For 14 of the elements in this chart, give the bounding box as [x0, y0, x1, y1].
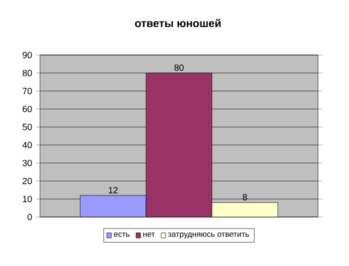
data-label: 12	[108, 186, 118, 194]
data-label: 80	[174, 64, 184, 71]
y-tick-label: 40	[22, 142, 32, 148]
y-tick-label: 0	[28, 214, 32, 220]
y-tick-label: 30	[22, 160, 32, 166]
y-tick-label: 80	[22, 70, 32, 76]
y-tick-label: 50	[22, 124, 32, 130]
y-tick-label: 60	[22, 106, 32, 112]
y-tick-label: 70	[22, 88, 32, 94]
data-label: 8	[242, 194, 247, 200]
chart-title: ответы юношей	[135, 18, 221, 28]
y-tick-label: 20	[22, 178, 32, 184]
y-tick-label: 90	[22, 52, 32, 58]
y-tick-label: 10	[22, 196, 32, 202]
